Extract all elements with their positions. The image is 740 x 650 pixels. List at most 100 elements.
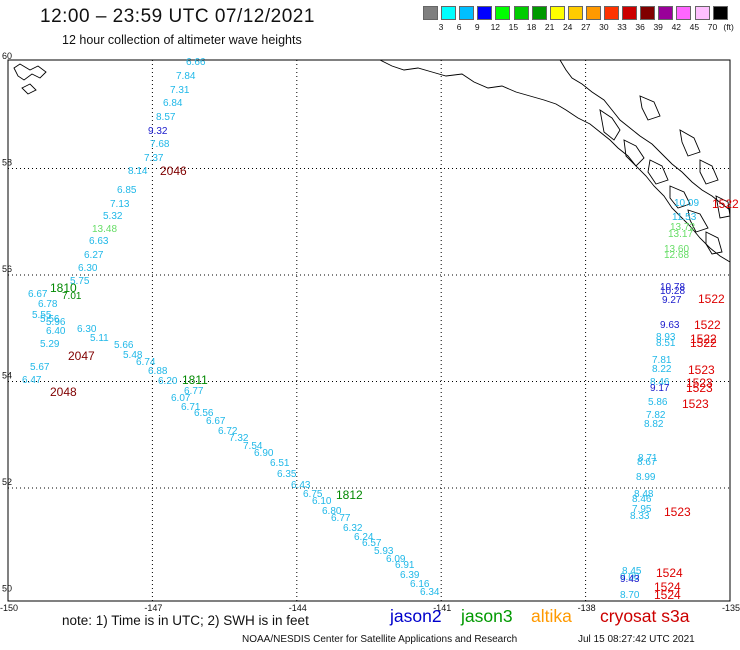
- swh-value-label: 8.93: [656, 332, 676, 343]
- colorbar-swatch: [513, 6, 529, 20]
- axis-tick-labels: 60 58 56 54 52 50 -150 -147 -144 -141 -138 -135: [0, 51, 740, 613]
- swh-value-label: 5.55: [32, 310, 52, 321]
- swh-value-label: 6.72: [218, 426, 238, 437]
- swh-value-label: 10.78: [660, 282, 685, 293]
- swh-value-label: 6.66: [186, 57, 206, 68]
- swh-value-label: 11.53: [672, 212, 697, 223]
- time-stamp-label: 2048: [50, 385, 77, 399]
- swh-value-label: 6.78: [38, 299, 58, 310]
- colorbar-swatch: [477, 6, 493, 20]
- colorbar-label: 6: [456, 22, 462, 32]
- swh-value-label: 13.60: [664, 244, 689, 255]
- swh-value-label: 6.34: [420, 587, 440, 598]
- swh-value-label: 5.29: [40, 339, 60, 350]
- time-stamp-label: 1523: [688, 363, 715, 377]
- swh-value-label: 6.88: [148, 366, 168, 377]
- colorbar-swatch: [712, 6, 728, 20]
- coastline-segment: [705, 231, 723, 255]
- colorbar-unit: (ft): [723, 22, 734, 32]
- latitude-label: 50: [2, 583, 12, 593]
- swh-value-label: 6.84: [163, 98, 183, 109]
- swh-value-label: 5.75: [70, 276, 90, 287]
- swh-value-label: 6.91: [395, 560, 415, 571]
- swh-value-label: 8.22: [652, 364, 672, 375]
- colorbar-swatch: [604, 6, 619, 20]
- colorbar-swatch: [640, 6, 656, 20]
- swh-value-label: 9.00: [620, 572, 640, 583]
- colorbar-label: 70: [707, 22, 718, 32]
- swh-value-label: 6.47: [22, 375, 42, 386]
- swh-value-label: 6.74: [136, 357, 156, 368]
- latitude-label: 58: [2, 157, 12, 167]
- swh-value-label: 5.96: [46, 317, 66, 328]
- latitude-label: 52: [2, 477, 12, 487]
- swh-value-label: 6.75: [303, 489, 323, 500]
- swh-value-label: 6.67: [28, 289, 48, 300]
- map-title: 12:00 – 23:59 UTC 07/12/2021: [40, 6, 315, 27]
- swh-value-label: 12.68: [664, 250, 689, 261]
- colorbar-swatch: [567, 6, 583, 20]
- coastline-segment: [647, 159, 669, 185]
- map-subtitle: 12 hour collection of altimeter wave hei…: [62, 33, 302, 47]
- time-stamp-label: 1524: [654, 588, 681, 602]
- swh-value-label: 8.51: [656, 338, 676, 349]
- swh-value-label: 6.40: [46, 326, 66, 337]
- coastline-segment: [13, 63, 47, 81]
- time-stamp-label: 2047: [68, 349, 95, 363]
- swh-value-label: 9.63: [660, 320, 680, 331]
- colorbar-swatch: [531, 6, 547, 20]
- swh-value-label: 8.46: [632, 494, 652, 505]
- time-stamp-label: 1523: [686, 381, 713, 395]
- swh-value-label: 5.56: [40, 314, 60, 325]
- swh-value-label: 7.82: [646, 410, 666, 421]
- swh-value-label: 5.67: [30, 362, 50, 373]
- swh-value-label: 6.63: [89, 236, 109, 247]
- swh-value-label: 6.10: [312, 496, 332, 507]
- swh-value-label: 7.54: [243, 441, 263, 452]
- swh-value-label: 7.68: [150, 139, 170, 150]
- colorbar-swatch: [694, 6, 710, 20]
- swh-value-label: 8.33: [630, 511, 650, 522]
- colorbar-label: 21: [544, 22, 555, 32]
- colorbar-label: 27: [581, 22, 591, 32]
- swh-value-label: 5.48: [123, 350, 143, 361]
- swh-value-label: 8.46: [650, 377, 670, 388]
- swh-value-label: 7.31: [170, 85, 190, 96]
- swh-value-label: 8.82: [644, 419, 664, 430]
- swh-value-label: 6.77: [184, 386, 204, 397]
- swh-value-label: 6.56: [194, 408, 214, 419]
- colorbar-label: 45: [689, 22, 700, 32]
- swh-value-label: 6.57: [362, 538, 382, 549]
- swh-value-label: 7.81: [652, 355, 672, 366]
- swh-value-label: 6.51: [270, 458, 290, 469]
- time-stamp-label: 1522: [698, 292, 725, 306]
- colorbar-label: 24: [562, 22, 573, 32]
- swh-value-label: 10.09: [674, 198, 699, 209]
- longitude-label: -141: [433, 603, 451, 613]
- colorbar-swatch: [585, 6, 601, 20]
- colorbar-swatch: [549, 6, 565, 20]
- colorbar-label: 33: [617, 22, 627, 32]
- longitude-label: -138: [578, 603, 596, 613]
- coastline-segment: [379, 59, 731, 263]
- swh-value-label: 8.99: [636, 472, 656, 483]
- coastline-segment: [559, 59, 731, 211]
- longitude-label: -135: [722, 603, 740, 613]
- time-stamp-label: 1523: [682, 397, 709, 411]
- coastline-segment: [715, 195, 731, 219]
- time-stamp-label: 1522: [690, 332, 717, 346]
- colorbar-swatch: [423, 6, 438, 20]
- swh-value-label: 6.71: [181, 402, 201, 413]
- time-stamp-label: 1811: [182, 373, 208, 387]
- legend-jason2: jason2: [390, 606, 442, 626]
- swh-value-label: 8.48: [634, 489, 654, 500]
- swh-value-label: 8.45: [622, 566, 642, 577]
- colorbar-swatch: [495, 6, 511, 20]
- footer-organization: NOAA/NESDIS Center for Satellite Applica…: [242, 634, 518, 645]
- coastline-segment: [599, 109, 621, 141]
- swh-value-label: 6.20: [158, 376, 178, 387]
- colorbar-label: 36: [635, 22, 645, 32]
- swh-value-label: 7.01: [62, 291, 82, 302]
- legend-cryosat-s3a: cryosat s3a: [600, 606, 690, 626]
